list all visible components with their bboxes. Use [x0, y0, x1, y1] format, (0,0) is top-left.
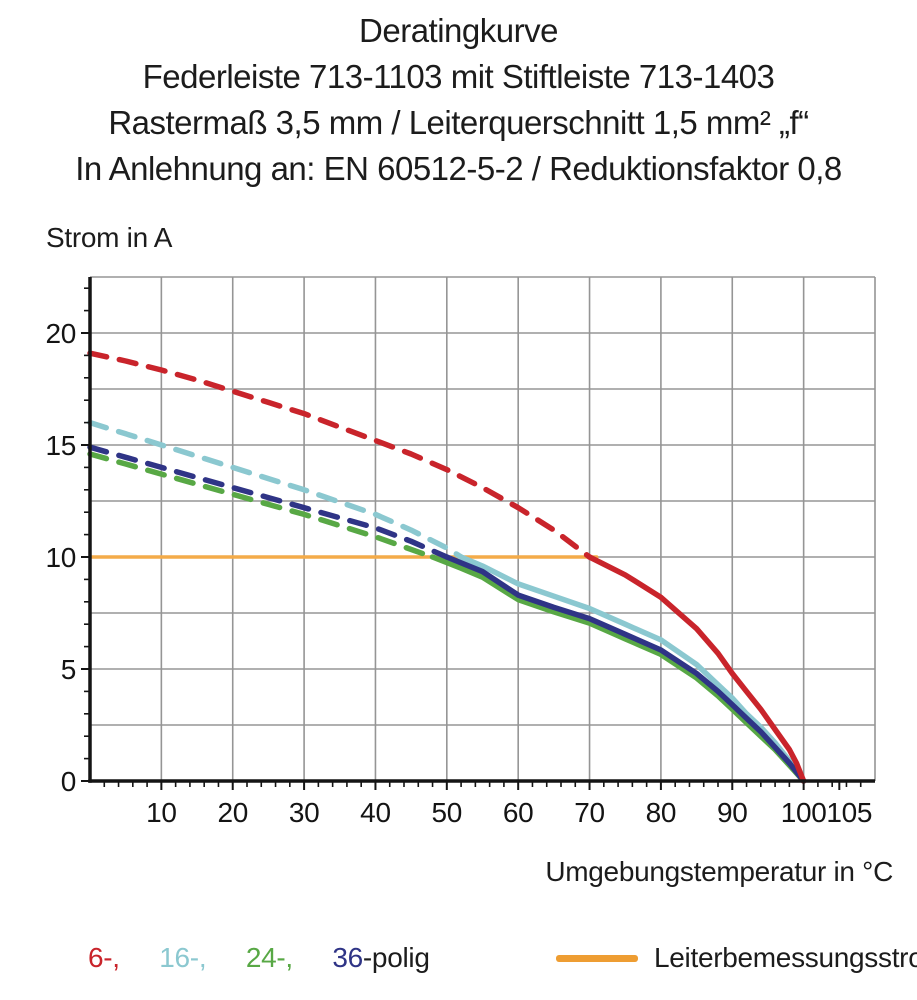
- svg-text:0: 0: [61, 766, 76, 797]
- legend-item-24polig: 24-,: [245, 942, 293, 973]
- legend-item-36polig: 36: [332, 942, 363, 973]
- rated-current-line-swatch: [556, 954, 638, 962]
- svg-text:70: 70: [574, 797, 605, 828]
- derating-chart: 10 20 30 40 50 60 70 80 90 100 105 0 5 10 15 20: [45, 276, 876, 828]
- svg-text:20: 20: [45, 318, 76, 349]
- subtitle-line-3: In Anlehnung an: EN 60512-5-2 / Reduktio…: [75, 150, 842, 187]
- svg-text:15: 15: [45, 430, 76, 461]
- svg-text:5: 5: [61, 654, 76, 685]
- subtitle-line-2: Rastermaß 3,5 mm / Leiterquerschnitt 1,5…: [108, 104, 809, 141]
- legend-poles: 6-, 16-, 24-, 36-polig: [88, 942, 430, 974]
- svg-text:40: 40: [360, 797, 391, 828]
- svg-text:80: 80: [646, 797, 677, 828]
- x-axis-title: Umgebungstemperatur in °C: [545, 856, 893, 887]
- legend-item-6polig: 6-,: [88, 942, 120, 973]
- svg-text:20: 20: [217, 797, 248, 828]
- legend-item-16polig: 16-,: [159, 942, 207, 973]
- y-axis-title: Strom in A: [46, 222, 173, 253]
- svg-text:10: 10: [45, 542, 76, 573]
- svg-text:50: 50: [432, 797, 463, 828]
- svg-text:90: 90: [717, 797, 748, 828]
- chart-title: Deratingkurve: [359, 12, 558, 49]
- svg-text:30: 30: [289, 797, 320, 828]
- svg-text:105: 105: [826, 797, 872, 828]
- legend: 6-, 16-, 24-, 36-polig Leiterbemessungss…: [0, 942, 917, 986]
- subtitle-line-1: Federleiste 713-1103 mit Stiftleiste 713…: [142, 58, 775, 95]
- title-block: Deratingkurve Federleiste 713-1103 mit S…: [0, 8, 917, 192]
- svg-text:60: 60: [503, 797, 534, 828]
- legend-rated-current: Leiterbemessungsstrom: [556, 942, 917, 974]
- legend-suffix: -polig: [362, 942, 430, 973]
- rated-current-label: Leiterbemessungsstrom: [654, 942, 917, 973]
- svg-text:10: 10: [146, 797, 177, 828]
- svg-text:100: 100: [781, 797, 827, 828]
